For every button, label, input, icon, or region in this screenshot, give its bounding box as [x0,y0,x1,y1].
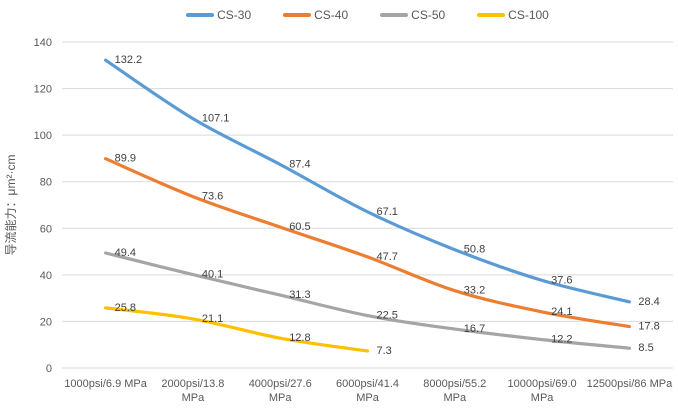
legend-label: CS-50 [411,8,446,22]
legend-item-cs-40: CS-40 [283,9,348,21]
x-axis-label: 2000psi/13.8 MPa [161,378,224,404]
series-line-cs-50 [104,251,631,350]
data-label-cs-30-1: 107.1 [202,113,230,125]
data-label-cs-100-1: 21.1 [202,313,223,325]
y-tick-label: 0 [46,363,52,375]
data-label-cs-40-0: 89.9 [115,153,136,165]
data-label-cs-30-2: 87.4 [289,159,310,171]
data-label-cs-30-4: 50.8 [464,244,485,256]
data-label-cs-30-5: 37.6 [551,274,572,286]
series-line-cs-30 [104,58,631,304]
data-label-cs-50-0: 49.4 [115,247,136,259]
legend-line-marker-icon [380,13,409,17]
data-label-cs-50-2: 31.3 [289,289,310,301]
data-label-cs-30-3: 67.1 [377,206,398,218]
data-label-cs-50-5: 12.2 [551,334,572,346]
x-axis-label: 8000psi/55.2 MPa [423,378,486,404]
data-label-cs-40-3: 47.7 [377,251,398,263]
chart-legend: CS-30 CS-40 CS-50 CS-100 [62,9,673,21]
data-label-cs-100-0: 25.8 [115,302,136,314]
x-axis-label: 4000psi/27.6 MPa [249,378,312,404]
legend-label: CS-100 [508,8,549,22]
y-tick-label: 40 [40,270,52,282]
legend-label: CS-40 [314,8,349,22]
legend-item-cs-50: CS-50 [380,9,445,21]
x-axis-label: 10000psi/69.0 MPa [508,378,577,404]
legend-item-cs-100: CS-100 [477,9,549,21]
data-label-cs-40-1: 73.6 [202,191,223,203]
legend-line-marker-icon [186,13,215,17]
data-label-cs-50-1: 40.1 [202,269,223,281]
data-label-cs-50-3: 22.5 [377,310,398,322]
legend-item-cs-30: CS-30 [186,9,251,21]
series-line-cs-100 [104,306,370,353]
y-tick-label: 20 [40,316,52,328]
data-label-cs-40-4: 33.2 [464,285,485,297]
data-label-cs-30-0: 132.2 [115,54,143,66]
y-tick-label: 140 [34,37,52,49]
y-tick-label: 100 [34,130,52,142]
data-label-cs-40-6: 17.8 [638,321,659,333]
data-label-cs-100-3: 7.3 [377,345,392,357]
data-label-cs-50-6: 8.5 [638,342,653,354]
data-label-cs-40-2: 60.5 [289,221,310,233]
legend-line-marker-icon [283,13,312,17]
x-axis-label: 12500psi/86 MPa [587,378,673,390]
x-axis-label: 1000psi/6.9 MPa [64,378,147,390]
data-label-cs-30-6: 28.4 [638,296,659,308]
y-tick-label: 60 [40,223,52,235]
data-label-cs-50-4: 16.7 [464,323,485,335]
y-tick-label: 120 [34,84,52,96]
data-label-cs-100-2: 12.8 [289,332,310,344]
y-tick-label: 80 [40,177,52,189]
legend-line-marker-icon [477,13,506,17]
x-axis-label: 6000psi/41.4 MPa [336,378,399,404]
series-line-cs-40 [104,157,631,329]
legend-label: CS-30 [217,8,252,22]
data-label-cs-40-5: 24.1 [551,306,572,318]
y-axis-title: 导流能力：μm²·cm [4,155,18,256]
